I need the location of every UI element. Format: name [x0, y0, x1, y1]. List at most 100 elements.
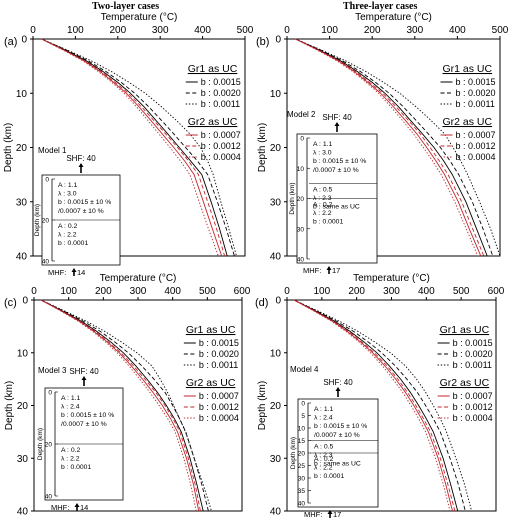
x-tick-label: 400 — [449, 25, 466, 36]
inset-tick-label: 15 — [298, 438, 306, 445]
layer-param: λ : 2.2 — [314, 465, 333, 472]
x-tick-label: 500 — [237, 25, 254, 36]
model-inset: Model 2 SHF: 40 0 10 20 30 40 Depth (km) A : 1.1… — [287, 110, 378, 275]
layer-param: b : 0.0001 — [313, 219, 343, 226]
y-tick-label: 0 — [275, 296, 281, 307]
x-tick-label: 500 — [492, 25, 509, 36]
layer-param: b : 0.0015 ± 10 % — [61, 412, 114, 419]
series-line-4 — [293, 299, 453, 512]
series-line-2 — [40, 299, 209, 512]
legend-entry: b : 0.0007 — [199, 391, 239, 401]
x-tick-label: 600 — [234, 286, 251, 297]
y-axis-label: Depth (km) — [257, 381, 268, 430]
panel-label: (c) — [4, 297, 17, 309]
mhf-arrow-head — [74, 503, 80, 507]
inset-tick-label: 40 — [297, 257, 305, 264]
legend-entry: b : 0.0011 — [199, 360, 238, 370]
shf-arrow — [81, 376, 87, 386]
legend-entry: b : 0.0020 — [455, 88, 495, 98]
y-tick-label: 20 — [270, 401, 282, 412]
legend-entry: b : 0.0012 — [455, 141, 495, 151]
series-line-1 — [40, 299, 204, 512]
series-line-3 — [40, 299, 212, 512]
header-three-layer: Three-layer cases — [343, 1, 418, 12]
y-axis-label: Depth (km) — [257, 123, 268, 172]
inset-tick-label: 25 — [298, 463, 306, 470]
mhf-arrow-head — [326, 266, 332, 270]
y-tick-label: 40 — [16, 252, 28, 263]
inset-tick-label: 20 — [298, 451, 306, 458]
inset-tick-label: 10 — [297, 166, 305, 173]
y-tick-label: 40 — [17, 507, 29, 518]
shf-arrow-head — [81, 376, 87, 380]
shf-arrow — [334, 122, 340, 132]
y-tick-label: 0 — [21, 35, 27, 46]
layer-param: A : 0.2 — [61, 447, 80, 454]
layer-param: b : 0.0001 — [314, 473, 344, 480]
y-tick-label: 30 — [17, 454, 29, 465]
y-axis-label: Depth (km) — [3, 123, 14, 172]
panel-label: (b) — [256, 36, 269, 48]
y-tick-label: 0 — [22, 296, 28, 307]
panel-label: (d) — [255, 297, 268, 309]
mhf-arrow — [326, 266, 332, 274]
series-line-4 — [41, 38, 223, 257]
x-tick-label: 400 — [164, 286, 181, 297]
y-tick-label: 10 — [17, 348, 29, 359]
panel-label: (a) — [4, 36, 17, 48]
layer-param: A : 1.1 — [58, 182, 77, 189]
y-tick-label: 30 — [270, 197, 282, 208]
series-line-1 — [41, 38, 228, 257]
layer-param: A : 1.1 — [61, 395, 80, 402]
legend-entry: b : 0.0011 — [453, 360, 492, 370]
mhf-label: MHF: — [304, 510, 322, 519]
legend-entry: b : 0.0007 — [455, 130, 495, 140]
mhf-label: MHF: — [48, 268, 66, 277]
legend-entry: b : 0.0004 — [455, 152, 495, 162]
inset-tick-label: 0 — [301, 401, 305, 408]
x-tick-label: 200 — [348, 286, 365, 297]
series-line-3 — [295, 38, 501, 257]
layer-param: A : 0.5 — [314, 444, 333, 451]
inset-tick-label: 30 — [297, 226, 305, 233]
x-tick-label: 100 — [67, 25, 84, 36]
shf-label: SHF: 40 — [66, 154, 96, 163]
layer-param: λ : 3.0 — [58, 191, 77, 198]
x-tick-label: 0 — [284, 286, 290, 297]
x-tick-label: 0 — [30, 25, 36, 36]
x-axis-label: Temperature (°C) — [100, 273, 177, 284]
series-line-2 — [41, 38, 235, 257]
x-tick-label: 300 — [130, 286, 147, 297]
mhf-value: 17 — [332, 266, 340, 275]
legend-entry: b : 0.0011 — [201, 99, 240, 109]
x-tick-label: 500 — [453, 286, 470, 297]
shf-arrow-head — [78, 163, 84, 167]
legend-title-gr1: Gr1 as UC — [188, 63, 238, 75]
y-tick-label: 10 — [270, 89, 282, 100]
series-line-4 — [295, 38, 482, 257]
legend-title-gr2: Gr2 as UC — [442, 116, 492, 128]
inset-tick-label: 0 — [300, 136, 304, 143]
legend-title-gr1: Gr1 as UC — [442, 63, 492, 75]
shf-arrow — [78, 163, 84, 173]
series-line-2 — [293, 299, 466, 512]
model-title: Model 2 — [287, 110, 316, 119]
x-tick-label: 300 — [152, 25, 169, 36]
layer-param: λ : 2.2 — [313, 210, 332, 217]
model-inset: Model 3 SHF: 40 0 20 40 Depth (km) A : 1.1 λ : … — [37, 366, 124, 512]
mhf-value: 14 — [77, 268, 85, 277]
layer-param: λ : 3.0 — [313, 150, 332, 157]
inset-tick-label: 40 — [42, 259, 50, 266]
inset-tick-label: 40 — [298, 501, 306, 508]
layer-param: b : same as UC — [314, 461, 361, 468]
mhf-arrow-head — [327, 510, 333, 514]
layer-param: A : 0.2 — [314, 456, 333, 463]
legend-entry: b : 0.0015 — [201, 77, 241, 87]
series-line-5 — [293, 299, 456, 512]
x-tick-label: 0 — [284, 25, 290, 36]
mhf-value: 14 — [80, 503, 88, 512]
model-title: Model 4 — [290, 365, 319, 374]
